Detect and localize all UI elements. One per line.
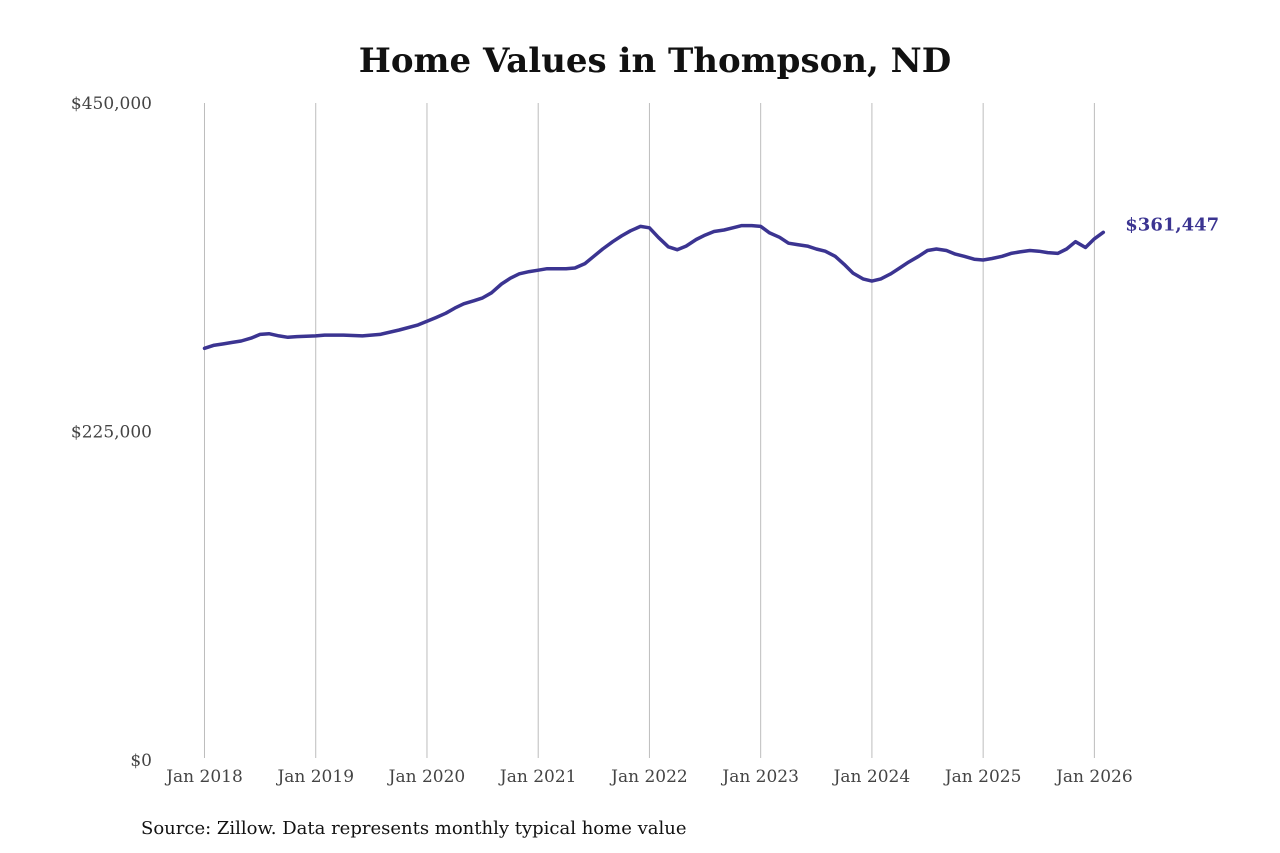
chart-title: Home Values in Thompson, ND bbox=[359, 41, 951, 81]
x-tick-label: Jan 2026 bbox=[1054, 767, 1133, 787]
x-tick-label: Jan 2020 bbox=[387, 767, 466, 787]
x-tick-label: Jan 2019 bbox=[275, 767, 354, 787]
series-line-0 bbox=[202, 223, 1106, 351]
end-value-label: $361,447 bbox=[1125, 214, 1219, 235]
x-tick-label: Jan 2022 bbox=[609, 767, 688, 787]
x-tick-label: Jan 2023 bbox=[720, 767, 799, 787]
y-axis-ticks: $0 $225,000 $450,000 bbox=[71, 94, 152, 771]
source-note: Source: Zillow. Data represents monthly … bbox=[141, 818, 687, 839]
y-tick-label: $225,000 bbox=[71, 423, 152, 443]
x-tick-label: Jan 2025 bbox=[943, 767, 1022, 787]
x-axis-ticks: Jan 2018 Jan 2019 Jan 2020 Jan 2021 Jan 2022… bbox=[164, 767, 1132, 787]
gridlines bbox=[203, 103, 1095, 758]
x-tick-label: Jan 2021 bbox=[498, 767, 577, 787]
series-layer: $361,447 bbox=[202, 214, 1219, 351]
y-tick-label: $0 bbox=[130, 751, 152, 771]
y-tick-label: $450,000 bbox=[71, 94, 152, 114]
x-tick-label: Jan 2018 bbox=[164, 767, 243, 787]
x-tick-label: Jan 2024 bbox=[832, 767, 911, 787]
